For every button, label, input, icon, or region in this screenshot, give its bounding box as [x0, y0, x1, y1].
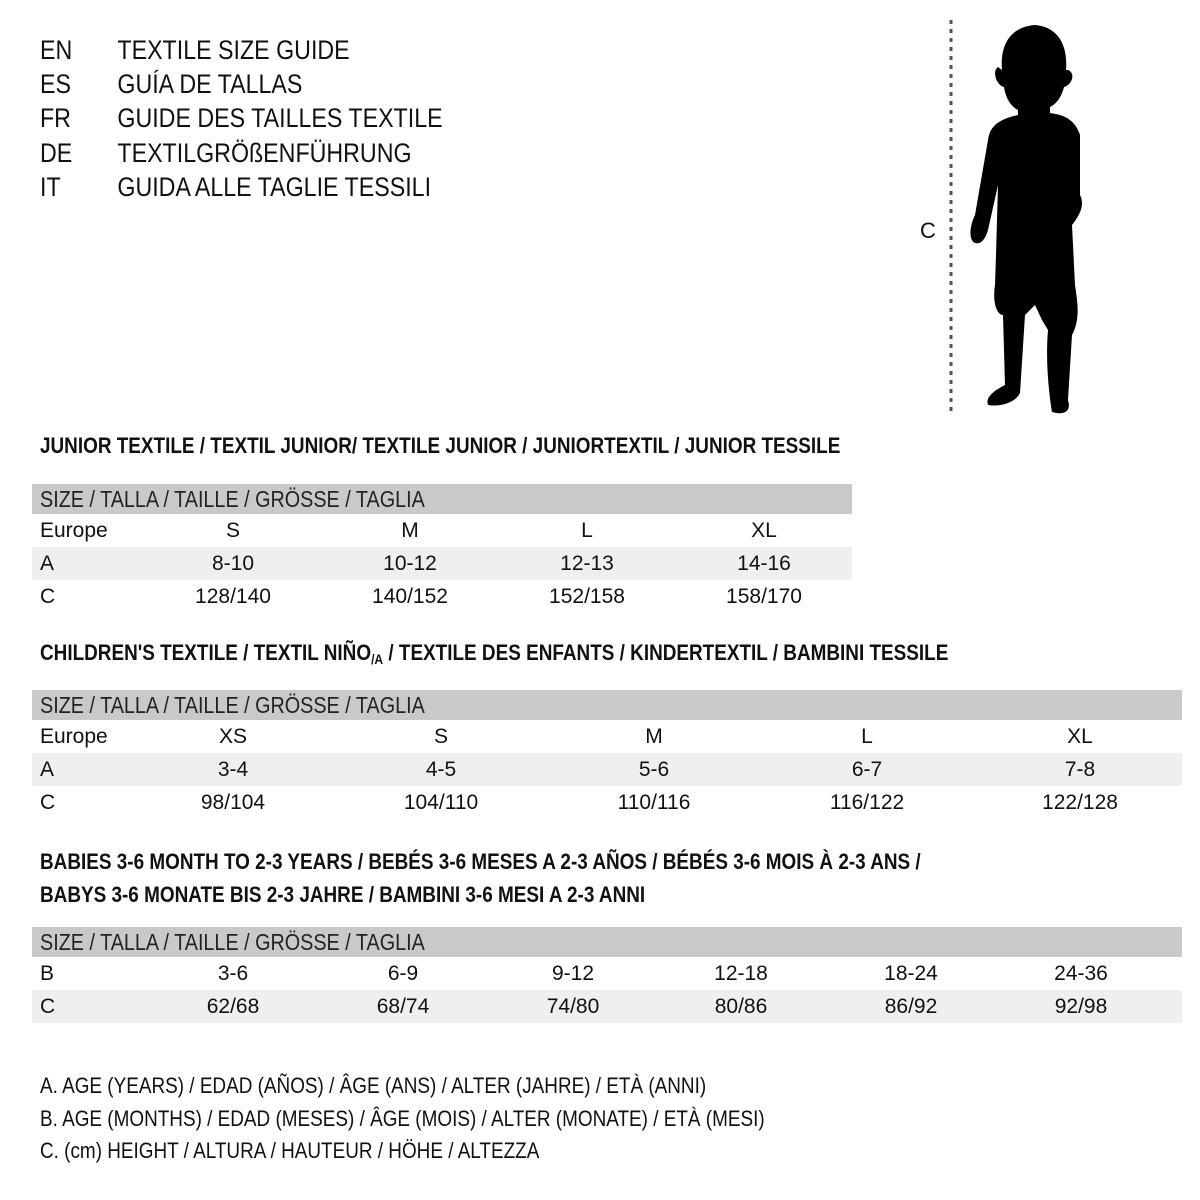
cell: 152/158 [549, 585, 625, 608]
row-label: Europe [40, 725, 108, 748]
table-row-c: C 128/140 140/152 152/158 158/170 [32, 580, 852, 613]
legend-a: A. AGE (YEARS) / EDAD (AÑOS) / ÂGE (ANS)… [40, 1073, 707, 1098]
cell: 6-7 [851, 758, 883, 781]
row-label: Europe [40, 519, 108, 542]
cell: 68/74 [376, 995, 430, 1018]
cell: 12-13 [560, 552, 614, 575]
cell: M [401, 519, 419, 542]
table-header: SIZE / TALLA / TAILLE / GRÖSSE / TAGLIA [32, 927, 1182, 957]
cell: 9-12 [551, 962, 595, 985]
cell: 92/98 [1054, 995, 1108, 1018]
cell: 110/116 [617, 791, 691, 814]
lang-title: TEXTILE SIZE GUIDE [117, 35, 350, 65]
cell: XS [218, 725, 248, 748]
lang-title: GUIDE DES TAILLES TEXTILE [117, 103, 443, 133]
cell: 86/92 [884, 995, 938, 1018]
cell: 24-36 [1054, 962, 1108, 985]
table-row-a: A 3-4 4-5 5-6 6-7 7-8 [32, 753, 1182, 786]
lang-en: EN TEXTILE SIZE GUIDE [40, 35, 350, 65]
cell: L [581, 519, 593, 542]
legend-c: C. (cm) HEIGHT / ALTURA / HAUTEUR / HÖHE… [40, 1138, 540, 1163]
babies-title-line-2: BABYS 3-6 MONATE BIS 2-3 JAHRE / BAMBINI… [40, 882, 646, 907]
cell: 62/68 [206, 995, 260, 1018]
lang-title: GUÍA DE TALLAS [117, 69, 303, 99]
table-row-a: A 8-10 10-12 12-13 14-16 [32, 547, 852, 580]
cell: 80/86 [714, 995, 768, 1018]
cell: 7-8 [1064, 758, 1096, 781]
table-header: SIZE / TALLA / TAILLE / GRÖSSE / TAGLIA [32, 484, 852, 514]
junior-size-table: SIZE / TALLA / TAILLE / GRÖSSE / TAGLIA … [32, 484, 852, 613]
babies-size-table: SIZE / TALLA / TAILLE / GRÖSSE / TAGLIA … [32, 927, 1182, 1023]
cell: S [225, 519, 241, 542]
height-measure-label: C [920, 218, 936, 243]
cell: 6-9 [387, 962, 419, 985]
cell: 3-6 [217, 962, 249, 985]
cell: 12-18 [714, 962, 768, 985]
row-label: C [40, 585, 56, 608]
lang-code: IT [40, 172, 61, 202]
table-header: SIZE / TALLA / TAILLE / GRÖSSE / TAGLIA [32, 690, 1182, 720]
lang-code: DE [40, 138, 73, 168]
row-label: B [40, 962, 55, 985]
cell: 74/80 [546, 995, 600, 1018]
child-shape [970, 25, 1083, 414]
header-text: SIZE / TALLA / TAILLE / GRÖSSE / TAGLIA [40, 929, 425, 955]
cell: L [861, 725, 873, 748]
header-text: SIZE / TALLA / TAILLE / GRÖSSE / TAGLIA [40, 692, 425, 718]
legend-b: B. AGE (MONTHS) / EDAD (MESES) / ÂGE (MO… [40, 1106, 765, 1131]
children-size-table: SIZE / TALLA / TAILLE / GRÖSSE / TAGLIA … [32, 690, 1182, 819]
lang-fr: FR GUIDE DES TAILLES TEXTILE [40, 103, 443, 133]
cell: S [433, 725, 449, 748]
row-label: A [40, 758, 55, 781]
lang-es: ES GUÍA DE TALLAS [40, 69, 302, 99]
table-row-c: C 98/104 104/110 110/116 116/122 122/128 [32, 786, 1182, 819]
table-row-c: C 62/68 68/74 74/80 80/86 86/92 92/98 [32, 990, 1182, 1023]
header-text: SIZE / TALLA / TAILLE / GRÖSSE / TAGLIA [40, 486, 425, 512]
cell: 10-12 [383, 552, 437, 575]
lang-code: FR [40, 103, 71, 133]
row-label: A [40, 552, 55, 575]
lang-title: TEXTILGRÖßENFÜHRUNG [117, 138, 412, 168]
row-label: C [40, 995, 56, 1018]
child-silhouette-icon [949, 20, 1083, 415]
lang-title: GUIDA ALLE TAGLIE TESSILI [117, 172, 432, 202]
cell: 18-24 [884, 962, 938, 985]
cell: 128/140 [195, 585, 271, 608]
lang-code: EN [40, 35, 73, 65]
table-row-b: B 3-6 6-9 9-12 12-18 18-24 24-36 [32, 957, 1182, 990]
title-text: CHILDREN'S TEXTILE / TEXTIL NIÑO [40, 640, 372, 665]
cell: 98/104 [200, 791, 266, 814]
lang-it: IT GUIDA ALLE TAGLIE TESSILI [40, 172, 431, 202]
cell: XL [1067, 725, 1093, 748]
table-row-europe: Europe XS S M L XL [32, 720, 1182, 753]
cell: 158/170 [726, 585, 802, 608]
babies-title-line-1: BABIES 3-6 MONTH TO 2-3 YEARS / BEBÉS 3-… [40, 849, 921, 874]
junior-title: JUNIOR TEXTILE / TEXTIL JUNIOR/ TEXTILE … [40, 433, 841, 458]
title-text: / TEXTILE DES ENFANTS / KINDERTEXTIL / B… [383, 640, 949, 665]
cell: 4-5 [425, 758, 457, 781]
cell: 14-16 [737, 552, 791, 575]
lang-code: ES [40, 69, 71, 99]
cell: 5-6 [638, 758, 670, 781]
cell: 122/128 [1042, 791, 1118, 814]
cell: 140/152 [372, 585, 448, 608]
children-title: CHILDREN'S TEXTILE / TEXTIL NIÑO/A / TEX… [40, 640, 948, 672]
row-label: C [40, 791, 56, 814]
lang-de: DE TEXTILGRÖßENFÜHRUNG [40, 138, 412, 168]
cell: XL [751, 519, 777, 542]
cell: 116/122 [829, 791, 905, 814]
table-row-europe: Europe S M L XL [32, 514, 852, 547]
cell: 3-4 [217, 758, 249, 781]
cell: M [645, 725, 663, 748]
title-subscript: /A [371, 651, 384, 667]
cell: 104/110 [403, 791, 479, 814]
cell: 8-10 [211, 552, 255, 575]
